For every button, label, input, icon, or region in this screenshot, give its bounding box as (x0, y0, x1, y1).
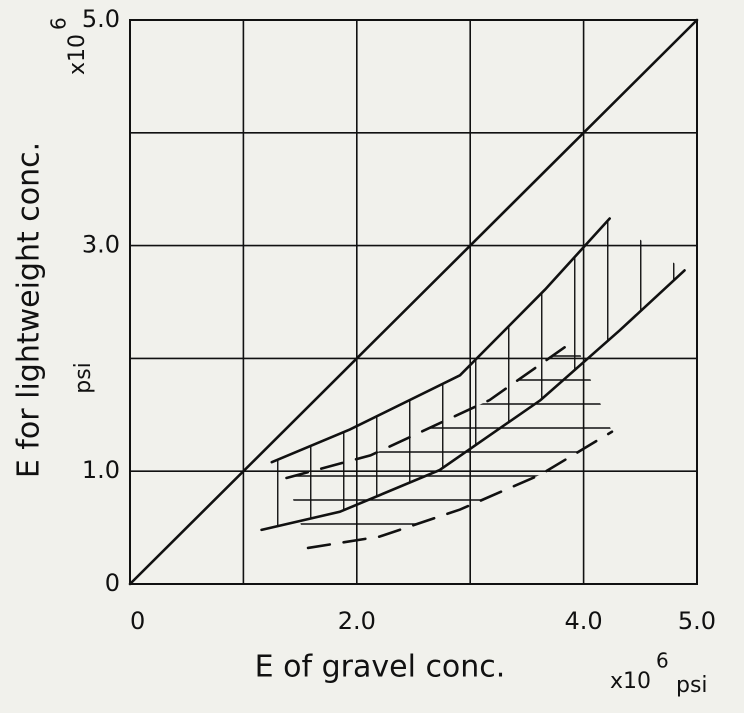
y-unit-suffix: psi (71, 362, 96, 394)
x-unit-suffix: psi (676, 673, 708, 698)
data-line (306, 430, 614, 550)
y-tick-label: 1.0 (82, 456, 120, 484)
x-tick-label: 5.0 (678, 607, 716, 635)
data-line (270, 217, 611, 464)
y-tick-label: 5.0 (82, 5, 120, 33)
x-tick-label: 4.0 (565, 607, 603, 635)
x-tick-label: 0 (130, 607, 145, 635)
x-axis-label: E of gravel conc. (255, 650, 506, 685)
y-axis-label: E for lightweight conc. (12, 142, 47, 478)
y-tick-label: 3.0 (82, 231, 120, 259)
x-unit: x10 (610, 669, 651, 694)
y-unit-exponent: 6 (47, 17, 71, 30)
x-tick-label: 2.0 (338, 607, 376, 635)
y-tick-label: 0 (105, 569, 120, 597)
data-line (260, 269, 686, 532)
data-line (285, 339, 576, 480)
y-unit: x10 (65, 34, 90, 75)
data-line (128, 18, 699, 586)
plot-frame (129, 19, 698, 585)
x-unit-exponent: 6 (656, 649, 669, 673)
